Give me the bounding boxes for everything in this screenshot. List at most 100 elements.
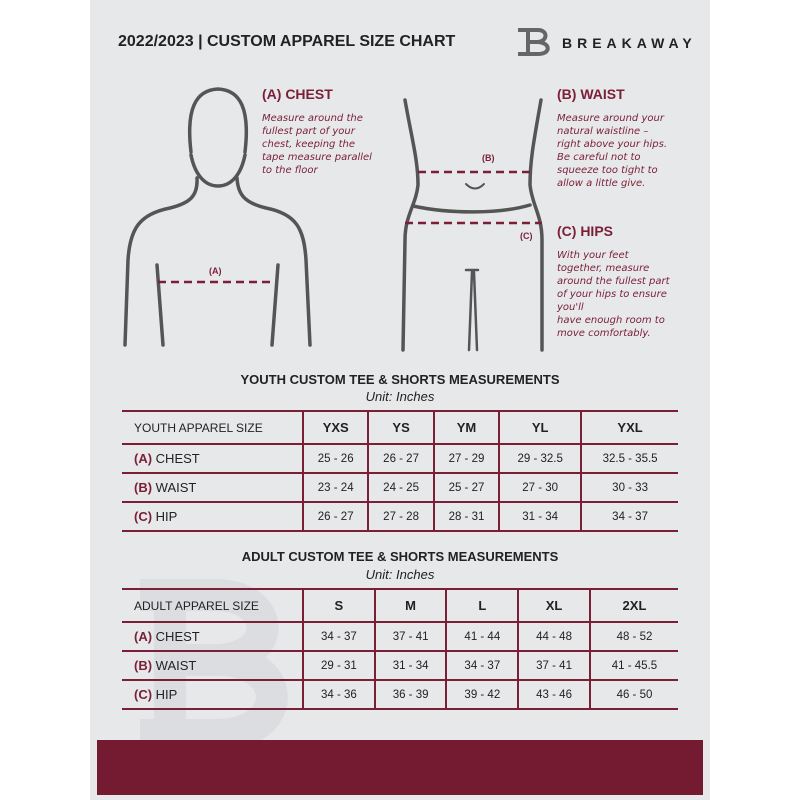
table-cell: 37 - 41 [373, 622, 447, 652]
table-cell: 48 - 52 [588, 622, 678, 652]
row-label: (A) CHEST [122, 622, 303, 652]
desc-line: natural waistline – [557, 126, 649, 137]
table-row: (C) HIP 34 - 36 36 - 39 39 - 42 43 - 46 46 - … [122, 680, 678, 710]
table-cell: 26 - 27 [301, 502, 369, 532]
logo-icon [518, 28, 550, 56]
table-cell: 25 - 26 [301, 444, 369, 474]
table-cell: 32.5 - 35.5 [580, 444, 678, 474]
row-label: (C) HIP [122, 502, 303, 532]
row-label: (A) CHEST [122, 444, 303, 474]
measure-name: HIP [155, 509, 178, 524]
desc-line: together, measure [557, 263, 650, 274]
desc-line: tape measure parallel [262, 152, 372, 163]
desc-line: Measure around the [262, 113, 363, 124]
measure-name: CHEST [155, 629, 200, 644]
table-cell: 27 - 30 [498, 473, 582, 503]
page-title: 2022/2023 | CUSTOM APPAREL SIZE CHART [118, 33, 456, 50]
table-header-row: YOUTH APPAREL SIZE YXS YS YM YL YXL [122, 410, 678, 445]
desc-line: fullest part of your [262, 126, 355, 137]
desc-line: squeeze too tight to [557, 165, 658, 176]
youth-size-table: YOUTH APPAREL SIZE YXS YS YM YL YXL (A) CHEST 2… [122, 410, 678, 532]
youth-section-title: YOUTH CUSTOM TEE & SHORTS MEASUREMENTS [240, 372, 560, 387]
desc-line: allow a little give. [557, 178, 646, 189]
desc-line: have enough room to [557, 315, 665, 326]
table-cell: 34 - 36 [302, 680, 375, 710]
row-label: (B) WAIST [122, 473, 303, 503]
torso-figure [401, 98, 544, 352]
table-row: (C) HIP 26 - 27 27 - 28 28 - 31 31 - 34 34 - … [122, 502, 678, 532]
table-row: (A) CHEST 25 - 26 26 - 27 27 - 29 29 - 32.5 3… [122, 444, 678, 474]
table-cell: 34 - 37 [445, 651, 519, 681]
table-cell: 44 - 48 [517, 622, 590, 652]
table-cell: 41 - 45.5 [588, 651, 678, 681]
row-label: (B) WAIST [122, 651, 303, 681]
header-cell: YL [498, 410, 582, 445]
waist-heading: (B) WAIST [557, 86, 625, 102]
measure-name: HIP [155, 687, 178, 702]
measure-name: WAIST [155, 658, 197, 673]
measure-marker: (A) [134, 629, 153, 644]
youth-unit: Unit: Inches [365, 389, 435, 404]
measure-name: WAIST [155, 480, 197, 495]
header-cell: YM [432, 410, 500, 445]
table-row: (A) CHEST 34 - 37 37 - 41 41 - 44 44 - 48 48 … [122, 622, 678, 652]
table-cell: 24 - 25 [367, 473, 434, 503]
table-cell: 37 - 41 [517, 651, 590, 681]
header-cell: 2XL [588, 588, 678, 623]
desc-line: chest, keeping the [262, 139, 355, 150]
header-cell: XL [517, 588, 590, 623]
hips-heading: (C) HIPS [557, 223, 613, 239]
table-cell: 27 - 29 [432, 444, 500, 474]
table-cell: 27 - 28 [367, 502, 434, 532]
table-cell: 23 - 24 [301, 473, 369, 503]
chest-description: Measure around the fullest part of your ch… [262, 112, 372, 177]
table-cell: 31 - 34 [498, 502, 582, 532]
table-cell: 43 - 46 [517, 680, 590, 710]
table-row: (B) WAIST 29 - 31 31 - 34 34 - 37 37 - 41 41 … [122, 651, 678, 681]
hips-marker: (C) [520, 231, 533, 241]
chest-marker: (A) [209, 266, 222, 276]
measure-marker: (B) [134, 658, 153, 673]
waist-description: Measure around your natural waistline – ri… [557, 112, 667, 190]
table-header-row: ADULT APPAREL SIZE S M L XL 2XL [122, 588, 678, 623]
table-cell: 39 - 42 [445, 680, 519, 710]
desc-line: of your hips to ensure [557, 289, 667, 300]
header-cell: ADULT APPAREL SIZE [122, 588, 303, 623]
desc-line: right above your hips. [557, 139, 668, 150]
desc-line: With your feet [557, 250, 629, 261]
row-label: (C) HIP [122, 680, 303, 710]
measure-marker: (C) [134, 687, 153, 702]
header-cell: YS [367, 410, 434, 445]
chest-heading: (A) CHEST [262, 86, 333, 102]
desc-line: to the floor [262, 165, 318, 176]
brand-name: BREAKAWAY [562, 35, 697, 51]
desc-line: around the fullest part [557, 276, 670, 287]
desc-line: Measure around your [557, 113, 664, 124]
table-cell: 46 - 50 [588, 680, 678, 710]
chest-figure [123, 87, 312, 347]
adult-unit: Unit: Inches [365, 567, 435, 582]
table-cell: 30 - 33 [580, 473, 678, 503]
table-cell: 34 - 37 [580, 502, 678, 532]
table-cell: 26 - 27 [367, 444, 434, 474]
header-cell: M [373, 588, 447, 623]
header-cell: S [302, 588, 375, 623]
table-cell: 34 - 37 [302, 622, 375, 652]
hips-description: With your feet together, measure around th… [557, 249, 670, 340]
desc-line: Be careful not to [557, 152, 641, 163]
waist-marker: (B) [482, 153, 495, 163]
table-cell: 29 - 31 [302, 651, 375, 681]
measure-marker: (A) [134, 451, 153, 466]
table-cell: 28 - 31 [432, 502, 500, 532]
measure-marker: (C) [134, 509, 153, 524]
adult-size-table: ADULT APPAREL SIZE S M L XL 2XL (A) CHEST 34 - … [122, 588, 678, 710]
header-cell: YOUTH APPAREL SIZE [122, 410, 303, 445]
table-cell: 29 - 32.5 [498, 444, 582, 474]
measure-marker: (B) [134, 480, 153, 495]
table-cell: 41 - 44 [445, 622, 519, 652]
adult-section-title: ADULT CUSTOM TEE & SHORTS MEASUREMENTS [241, 549, 559, 564]
header-cell: YXL [580, 410, 678, 445]
measure-name: CHEST [155, 451, 200, 466]
desc-line: move comfortably. [557, 328, 651, 339]
table-cell: 36 - 39 [373, 680, 447, 710]
